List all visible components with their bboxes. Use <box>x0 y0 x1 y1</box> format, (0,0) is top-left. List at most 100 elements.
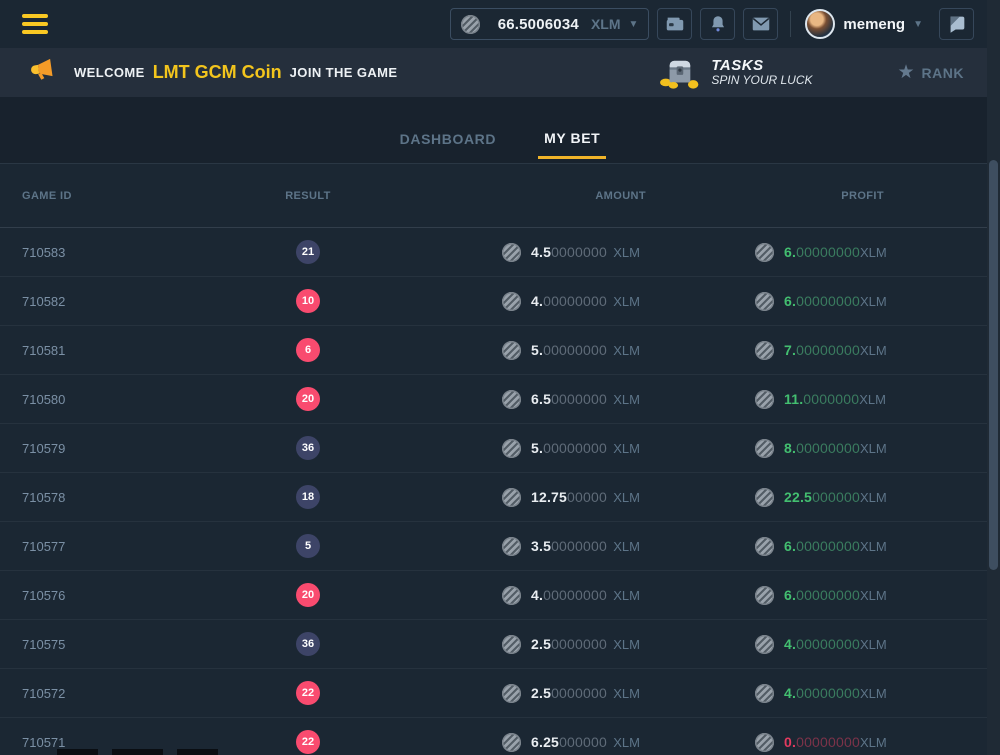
profit-currency: XLM <box>860 637 887 652</box>
game-id: 710583 <box>22 245 258 260</box>
balance-selector[interactable]: 66.5006034 XLM ▼ <box>450 8 650 40</box>
profit-currency: XLM <box>860 441 887 456</box>
tasks-title: TASKS <box>711 57 812 74</box>
balance-value: 66.5006034 <box>498 16 579 33</box>
xlm-coin-icon <box>755 586 774 605</box>
chevron-down-icon: ▼ <box>629 19 639 30</box>
table-row[interactable]: 710579 36 5.00000000 XLM 8.00000000 XLM <box>0 424 1000 473</box>
profit-currency: XLM <box>860 686 887 701</box>
amount-value: 5.00000000 <box>531 342 607 358</box>
notifications-button[interactable] <box>700 8 735 40</box>
table-body: 710583 21 4.50000000 XLM 6.00000000 XLM … <box>0 228 1000 755</box>
envelope-icon <box>750 13 772 35</box>
tab-bar: DASHBOARD MY BET <box>0 97 1000 164</box>
profit-currency: XLM <box>860 735 887 750</box>
result-badge: 22 <box>296 730 320 754</box>
amount-currency: XLM <box>613 686 654 701</box>
profit-cell: 7.00000000 XLM <box>755 341 884 360</box>
table-row[interactable]: 710575 36 2.50000000 XLM 4.00000000 XLM <box>0 620 1000 669</box>
game-id: 710581 <box>22 343 258 358</box>
result-badge: 5 <box>296 534 320 558</box>
amount-currency: XLM <box>613 539 654 554</box>
profit-currency: XLM <box>860 490 887 505</box>
profit-cell: 6.00000000 XLM <box>755 292 884 311</box>
profit-currency: XLM <box>860 343 887 358</box>
result-badge: 10 <box>296 289 320 313</box>
game-id: 710575 <box>22 637 258 652</box>
profit-cell: 4.00000000 XLM <box>755 684 884 703</box>
xlm-coin-icon <box>755 537 774 556</box>
bottom-cutoff-fragment <box>177 749 218 755</box>
amount-cell: 5.00000000 XLM <box>502 341 654 360</box>
header-profit: PROFIT <box>755 190 884 202</box>
xlm-coin-icon <box>755 733 774 752</box>
messages-button[interactable] <box>743 8 778 40</box>
scrollbar-thumb[interactable] <box>989 160 998 570</box>
game-id: 710582 <box>22 294 258 309</box>
xlm-coin-icon <box>755 684 774 703</box>
profit-cell: 4.00000000 XLM <box>755 635 884 654</box>
xlm-coin-icon <box>502 390 521 409</box>
table-row[interactable]: 710576 20 4.00000000 XLM 6.00000000 XLM <box>0 571 1000 620</box>
amount-cell: 2.50000000 XLM <box>502 684 654 703</box>
amount-currency: XLM <box>613 637 654 652</box>
profit-value: 11.0000000 <box>784 391 859 407</box>
amount-currency: XLM <box>613 245 654 260</box>
amount-cell: 3.50000000 XLM <box>502 537 654 556</box>
rank-link[interactable]: ★ RANK <box>898 63 965 82</box>
profit-value: 8.00000000 <box>784 440 860 456</box>
table-row[interactable]: 710578 18 12.7500000 XLM 22.5000000 XLM <box>0 473 1000 522</box>
amount-value: 6.50000000 <box>531 391 607 407</box>
xlm-coin-icon <box>502 243 521 262</box>
amount-cell: 6.25000000 XLM <box>502 733 654 752</box>
profit-currency: XLM <box>860 588 887 603</box>
profit-cell: 6.00000000 XLM <box>755 586 884 605</box>
wallet-button[interactable] <box>657 8 692 40</box>
result-badge: 36 <box>296 436 320 460</box>
wallet-icon <box>664 13 686 35</box>
avatar <box>805 9 835 39</box>
table-row[interactable]: 710582 10 4.00000000 XLM 6.00000000 XLM <box>0 277 1000 326</box>
tasks-link[interactable]: TASKS SPIN YOUR LUCK <box>659 56 812 90</box>
rank-label: RANK <box>922 65 964 81</box>
amount-currency: XLM <box>613 588 654 603</box>
treasure-chest-icon <box>659 56 699 90</box>
header-game-id: GAME ID <box>22 190 258 202</box>
result-badge: 22 <box>296 681 320 705</box>
xlm-coin-icon <box>502 439 521 458</box>
table-row[interactable]: 710581 6 5.00000000 XLM 7.00000000 XLM <box>0 326 1000 375</box>
tab-dashboard[interactable]: DASHBOARD <box>394 131 502 163</box>
amount-cell: 5.00000000 XLM <box>502 439 654 458</box>
profit-value: 6.00000000 <box>784 244 860 260</box>
table-row[interactable]: 710580 20 6.50000000 XLM 11.0000000 XLM <box>0 375 1000 424</box>
chat-button[interactable] <box>939 8 974 40</box>
table-row[interactable]: 710577 5 3.50000000 XLM 6.00000000 XLM <box>0 522 1000 571</box>
username: memeng <box>843 16 905 33</box>
profit-cell: 6.00000000 XLM <box>755 537 884 556</box>
profit-currency: XLM <box>859 392 886 407</box>
game-id: 710576 <box>22 588 258 603</box>
game-id: 710578 <box>22 490 258 505</box>
scrollbar-track[interactable] <box>987 0 1000 755</box>
amount-value: 4.00000000 <box>531 293 607 309</box>
header-result: RESULT <box>258 190 358 202</box>
xlm-coin-icon <box>755 292 774 311</box>
tab-my-bet[interactable]: MY BET <box>538 130 606 159</box>
result-badge: 20 <box>296 583 320 607</box>
menu-icon[interactable] <box>20 6 50 42</box>
game-id: 710580 <box>22 392 258 407</box>
result-badge: 6 <box>296 338 320 362</box>
xlm-coin-icon <box>502 341 521 360</box>
xlm-coin-icon <box>502 684 521 703</box>
amount-value: 2.50000000 <box>531 685 607 701</box>
amount-currency: XLM <box>613 441 654 456</box>
tasks-subtitle: SPIN YOUR LUCK <box>711 74 812 88</box>
balance-currency: XLM <box>591 16 621 32</box>
table-row[interactable]: 710583 21 4.50000000 XLM 6.00000000 XLM <box>0 228 1000 277</box>
xlm-coin-icon <box>502 635 521 654</box>
profit-value: 6.00000000 <box>784 587 860 603</box>
amount-value: 6.25000000 <box>531 734 607 750</box>
user-menu[interactable]: memeng ▼ <box>805 9 923 39</box>
table-row[interactable]: 710572 22 2.50000000 XLM 4.00000000 XLM <box>0 669 1000 718</box>
amount-currency: XLM <box>613 343 654 358</box>
